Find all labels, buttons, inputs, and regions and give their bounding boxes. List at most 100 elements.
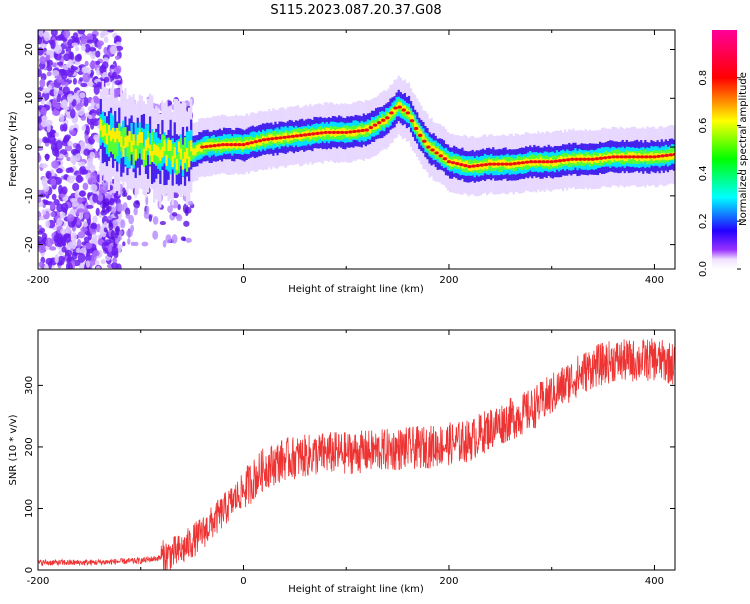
spectrogram-noise-blob (62, 86, 70, 96)
spectrogram-peak-point (467, 164, 472, 169)
spectrogram-noise-blob (39, 163, 48, 169)
spectrogram-noise-blob (64, 144, 73, 152)
spectrogram-peak-point (228, 143, 234, 147)
spectrogram-band-cell (179, 137, 183, 159)
spectrogram-noise-blob (122, 241, 126, 247)
spectrogram-noise-blob (43, 264, 49, 269)
spectrogram-noise-blob (61, 186, 68, 195)
spectrogram-peak-point (315, 131, 320, 136)
spectrogram-noise-blob (41, 209, 47, 215)
spectrogram-peak-point (607, 155, 612, 159)
spectrogram-band-cell (173, 147, 176, 159)
spectrogram-noise-blob (108, 197, 115, 206)
spectrogram-band-cell (181, 144, 185, 166)
spectrogram-band-cell (370, 122, 374, 130)
spectrogram-band-cell (142, 128, 146, 161)
spectrogram-noise-blob (69, 155, 78, 164)
spectrogram-band-cell (163, 140, 166, 152)
spectrogram-noise-blob (79, 92, 86, 99)
spectrogram-peak-point (615, 155, 620, 159)
spectrogram-noise-blob (45, 237, 53, 248)
spectrogram-band-cell (136, 134, 139, 146)
spectrogram-noise-blob (55, 35, 64, 41)
spectrogram-noise-blob (61, 99, 68, 108)
spectrogram-peak-point (479, 163, 485, 167)
spectrogram-band-cell (134, 148, 137, 160)
x-tick-label: 200 (439, 576, 458, 587)
spectrogram-noise-blob (143, 211, 150, 219)
spectrogram-noise-blob (114, 80, 122, 86)
spectrogram-noise-blob (71, 232, 77, 242)
spectrogram-band-cell (103, 124, 107, 136)
spectrogram-noise-blob (171, 234, 178, 244)
spectrogram-noise-blob (39, 261, 44, 269)
spectrogram-noise-blob (80, 227, 88, 233)
colorbar-tick-label: 0.2 (698, 213, 709, 229)
spectrogram-band-cell (664, 153, 667, 161)
spectrogram-noise-blob (41, 177, 49, 187)
spectrogram-noise-blob (159, 221, 167, 226)
chart-title: S115.2023.087.20.37.G08 (270, 3, 441, 18)
spectrogram-band-cell (553, 159, 557, 167)
spectrogram-peak-point (241, 143, 246, 147)
spectrogram-peak-point (434, 151, 439, 155)
spectrogram-peak-point (368, 125, 374, 130)
spectrogram-peak-point (660, 154, 665, 158)
spectrogram-noise-blob (53, 87, 59, 97)
spectrogram-peak-point (397, 105, 402, 109)
spectrogram-noise-blob (76, 196, 83, 203)
spectrogram-band-cell (107, 124, 111, 136)
spectrogram-peak-point (496, 162, 501, 166)
spectrogram-noise-blob (59, 113, 65, 122)
spectrogram-noise-blob (75, 46, 80, 52)
spectrogram-band-cell (580, 154, 583, 162)
spectrogram-band-cell (107, 132, 111, 153)
snr-series-line (38, 338, 675, 570)
spectrogram-noise-blob (86, 39, 94, 44)
spectrogram-noise-blob (115, 225, 121, 235)
spectrogram-band-cell (126, 135, 129, 147)
y-tick-label: 0 (24, 144, 35, 150)
spectrogram-noise-blob (38, 152, 41, 163)
spectrogram-band-cell (177, 141, 180, 153)
spectrogram-band-cell (171, 143, 174, 165)
spectrogram-band-cell (309, 132, 312, 140)
spectrogram-peak-point (438, 154, 443, 158)
spectrogram-noise-blob (45, 220, 51, 228)
spectrogram-band-cell (161, 146, 164, 158)
spectrogram-peak-point (487, 162, 493, 166)
spectrogram-noise-blob (78, 190, 86, 197)
y-tick-label: 200 (24, 437, 35, 456)
spectrogram-noise-blob (72, 202, 79, 208)
spectrogram-noise-blob (75, 104, 82, 111)
spectrogram-peak-point (475, 163, 480, 168)
spectrogram-noise-blob (111, 71, 117, 78)
spectrogram-noise-blob (99, 32, 105, 39)
x-tick-label: -200 (27, 576, 50, 587)
spectrogram-peak-point (471, 164, 476, 168)
spectrogram-peak-point (557, 159, 563, 163)
spectrogram-peak-point (327, 130, 332, 135)
spectrogram-band-cell (151, 151, 154, 163)
spectrogram-peak-point (409, 119, 415, 123)
spectrogram-band-cell (192, 148, 195, 156)
spectrogram-band-cell (109, 112, 113, 145)
spectrogram-noise-blob (81, 125, 87, 131)
spectrogram-peak-point (446, 160, 452, 164)
snr-ylabel: SNR (10 * v/v) (8, 414, 19, 485)
spectrogram-band-cell (185, 151, 189, 172)
spectrogram-noise-blob (183, 220, 190, 227)
spectrogram-noise-blob (54, 52, 62, 61)
spectrogram-noise-blob (38, 236, 43, 245)
y-tick-label: 0 (24, 567, 35, 573)
spectrogram-band-cell (188, 156, 191, 168)
spectrogram-band-cell (397, 102, 400, 109)
y-tick-label: 100 (24, 499, 35, 518)
spectrogram-peak-point (356, 129, 361, 133)
spectrogram-noise-blob (113, 250, 119, 259)
spectrogram-noise-blob (102, 181, 110, 192)
spectrogram-noise-blob (111, 206, 117, 214)
spectrogram-noise-blob (45, 138, 51, 144)
x-tick-label: 0 (240, 576, 246, 587)
spectrogram-band-cell (190, 140, 193, 152)
